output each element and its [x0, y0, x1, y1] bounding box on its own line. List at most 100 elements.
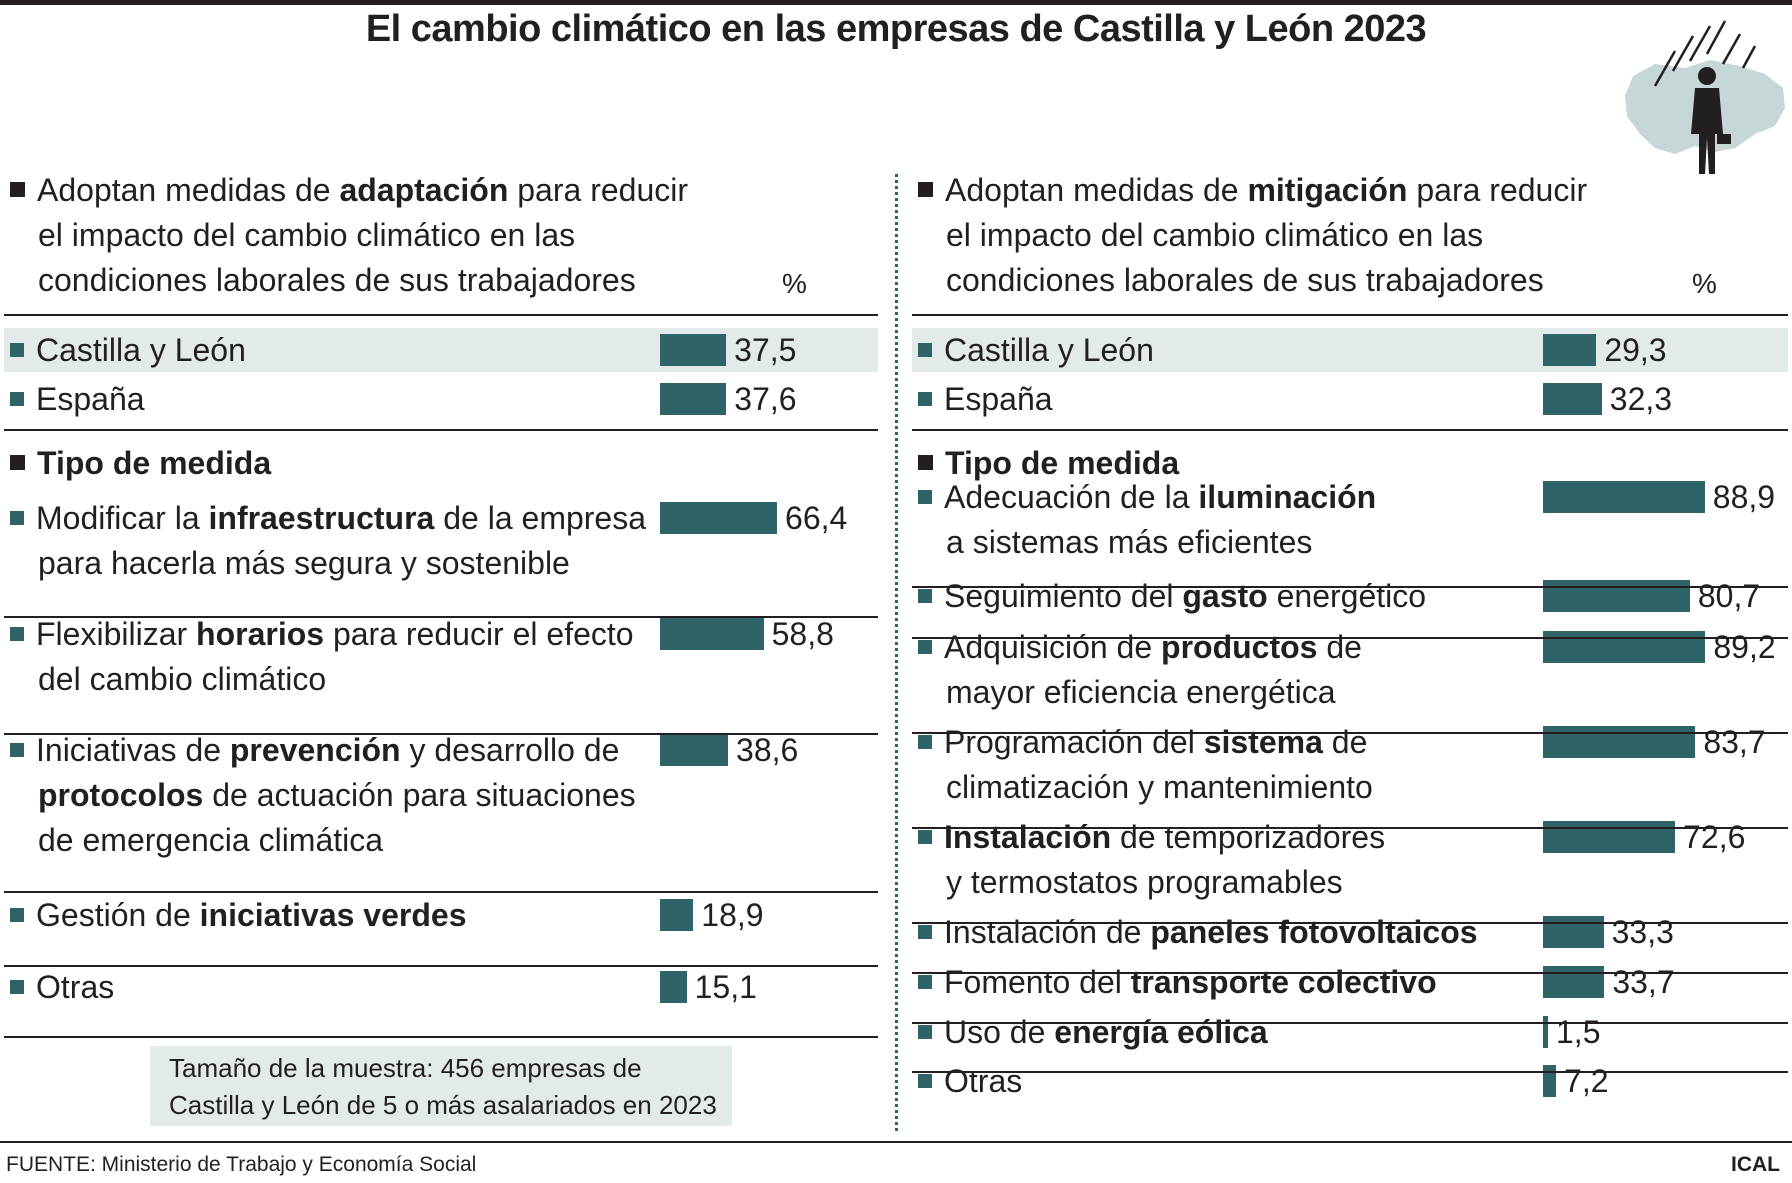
- bottom-rule: [0, 1141, 1792, 1143]
- row-divider: [912, 586, 1788, 588]
- row-label: Fomento del transporte colectivo: [918, 960, 1437, 1005]
- label-text: condiciones laborales de sus trabajadore…: [38, 262, 636, 298]
- bar: [1543, 726, 1696, 758]
- teal-square-bullet-icon: [918, 735, 932, 749]
- label-text: mayor eficiencia energética: [946, 674, 1336, 710]
- sample-note-line: Castilla y León de 5 o más asalariados e…: [169, 1090, 717, 1120]
- label-text: Otras: [36, 969, 115, 1005]
- mitigation-summary-row: Castilla y León: [918, 328, 1154, 373]
- label-emphasis: energía eólica: [1054, 1014, 1268, 1050]
- data-label: 37,5: [734, 332, 797, 368]
- row-label: Programación del sistema de: [918, 720, 1373, 765]
- bar: [1543, 1065, 1557, 1097]
- row-label: climatización y mantenimiento: [918, 765, 1373, 810]
- data-label: 72,6: [1683, 819, 1746, 855]
- mitigation-measure-row: Instalación de temporizadores y termostat…: [918, 815, 1385, 905]
- label-text: para hacerla más segura y sostenible: [38, 545, 570, 581]
- data-label: 66,4: [785, 500, 848, 536]
- teal-square-bullet-icon: [10, 511, 24, 525]
- teal-square-bullet-icon: [918, 490, 932, 504]
- label-emphasis: infraestructura: [208, 500, 435, 536]
- tipo-label: Tipo de medida: [37, 445, 272, 481]
- adaptation-summary-row: España: [10, 377, 145, 422]
- source-credit: FUENTE: Ministerio de Trabajo y Economía…: [6, 1153, 477, 1176]
- bar: [660, 618, 764, 650]
- label-emphasis: transporte colectivo: [1130, 964, 1437, 1000]
- label-text: Programación del: [944, 724, 1204, 760]
- label-text: para reducir el efecto: [324, 616, 634, 652]
- data-label: 33,7: [1612, 964, 1675, 1000]
- mitigation-measure-row: Seguimiento del gasto energético: [918, 574, 1426, 619]
- data-label: 18,9: [701, 897, 764, 933]
- mitigation-measure-row: Fomento del transporte colectivo: [918, 960, 1437, 1005]
- black-square-bullet-icon: [10, 182, 25, 197]
- sample-note: Tamaño de la muestra: 456 empresas de Ca…: [150, 1046, 732, 1126]
- bar: [1543, 631, 1706, 663]
- label-text: Flexibilizar: [36, 616, 197, 652]
- mitigation-measure-row: Instalación de paneles fotovoltaicos: [918, 910, 1478, 955]
- bar: [660, 899, 694, 931]
- label-text: Gestión de: [36, 897, 200, 933]
- teal-square-bullet-icon: [10, 743, 24, 757]
- data-label: 83,7: [1703, 724, 1766, 760]
- section-rule: [4, 429, 878, 431]
- label-emphasis: Instalación: [944, 819, 1112, 855]
- teal-square-bullet-icon: [918, 1025, 932, 1039]
- row-label: Instalación de temporizadores: [918, 815, 1385, 860]
- adaptation-measure-row: Modificar la infraestructura de la empre…: [10, 496, 646, 586]
- label-text: el impacto del cambio climático en las: [38, 217, 576, 253]
- data-label: 37,6: [734, 381, 797, 417]
- adaptation-measure-row: Flexibilizar horarios para reducir el ef…: [10, 612, 634, 702]
- adaptation-summary-row: Castilla y León: [10, 328, 246, 373]
- label-text: de: [1317, 629, 1362, 665]
- adaptation-heading-line: Adoptan medidas de adaptación para reduc…: [10, 168, 688, 213]
- highlight-band: [4, 328, 878, 372]
- mitigation-heading: Adoptan medidas de mitigación para reduc…: [918, 168, 1587, 303]
- label-text: Fomento del: [944, 964, 1131, 1000]
- row-divider: [4, 1036, 878, 1038]
- mitigation-summary-row: España: [918, 377, 1053, 422]
- highlight-band: [912, 328, 1788, 372]
- teal-square-bullet-icon: [10, 392, 24, 406]
- label-text: Iniciativas de: [36, 732, 230, 768]
- row-label: Modificar la infraestructura de la empre…: [10, 496, 646, 541]
- row-label-text: Castilla y León: [36, 332, 246, 368]
- row-label-text: Castilla y León: [944, 332, 1154, 368]
- mitigation-heading-line: condiciones laborales de sus trabajadore…: [918, 258, 1587, 303]
- data-label: 88,9: [1712, 479, 1776, 515]
- row-label: Gestión de iniciativas verdes: [10, 893, 466, 938]
- row-label: Iniciativas de prevención y desarrollo d…: [10, 728, 636, 773]
- teal-square-bullet-icon: [10, 908, 24, 922]
- row-label: España: [918, 377, 1053, 422]
- label-text: Adoptan medidas de: [945, 172, 1248, 208]
- teal-square-bullet-icon: [918, 343, 932, 357]
- mitigation-measure-row: Programación del sistema de climatización…: [918, 720, 1373, 810]
- row-label-text: España: [36, 381, 145, 417]
- label-text: y termostatos programables: [946, 864, 1343, 900]
- row-label: Uso de energía eólica: [918, 1010, 1268, 1055]
- row-label: de emergencia climática: [10, 818, 636, 863]
- row-divider: [912, 827, 1788, 829]
- label-emphasis: horarios: [196, 616, 325, 652]
- bar: [1543, 1016, 1548, 1048]
- black-square-bullet-icon: [918, 182, 933, 197]
- adaptation-unit: %: [782, 268, 807, 299]
- data-label: 33,3: [1611, 914, 1674, 950]
- row-label: a sistemas más eficientes: [918, 520, 1376, 565]
- row-divider: [4, 616, 878, 618]
- bar: [1543, 966, 1605, 998]
- label-text: Adecuación de la: [944, 479, 1199, 515]
- mitigation-unit: %: [1692, 268, 1717, 299]
- section-rule: [4, 314, 878, 316]
- sample-note-line: Tamaño de la muestra: 456 empresas de: [169, 1053, 642, 1083]
- bar: [660, 971, 687, 1003]
- label-text: Instalación de: [944, 914, 1151, 950]
- label-text: de la empresa: [434, 500, 647, 536]
- businessman-rain-illustration: [1625, 20, 1785, 174]
- label-emphasis: paneles fotovoltaicos: [1150, 914, 1478, 950]
- row-label: Adquisición de productos de: [918, 625, 1362, 670]
- data-label: 29,3: [1604, 332, 1667, 368]
- row-label: y termostatos programables: [918, 860, 1385, 905]
- teal-square-bullet-icon: [918, 975, 932, 989]
- black-square-bullet-icon: [10, 455, 25, 470]
